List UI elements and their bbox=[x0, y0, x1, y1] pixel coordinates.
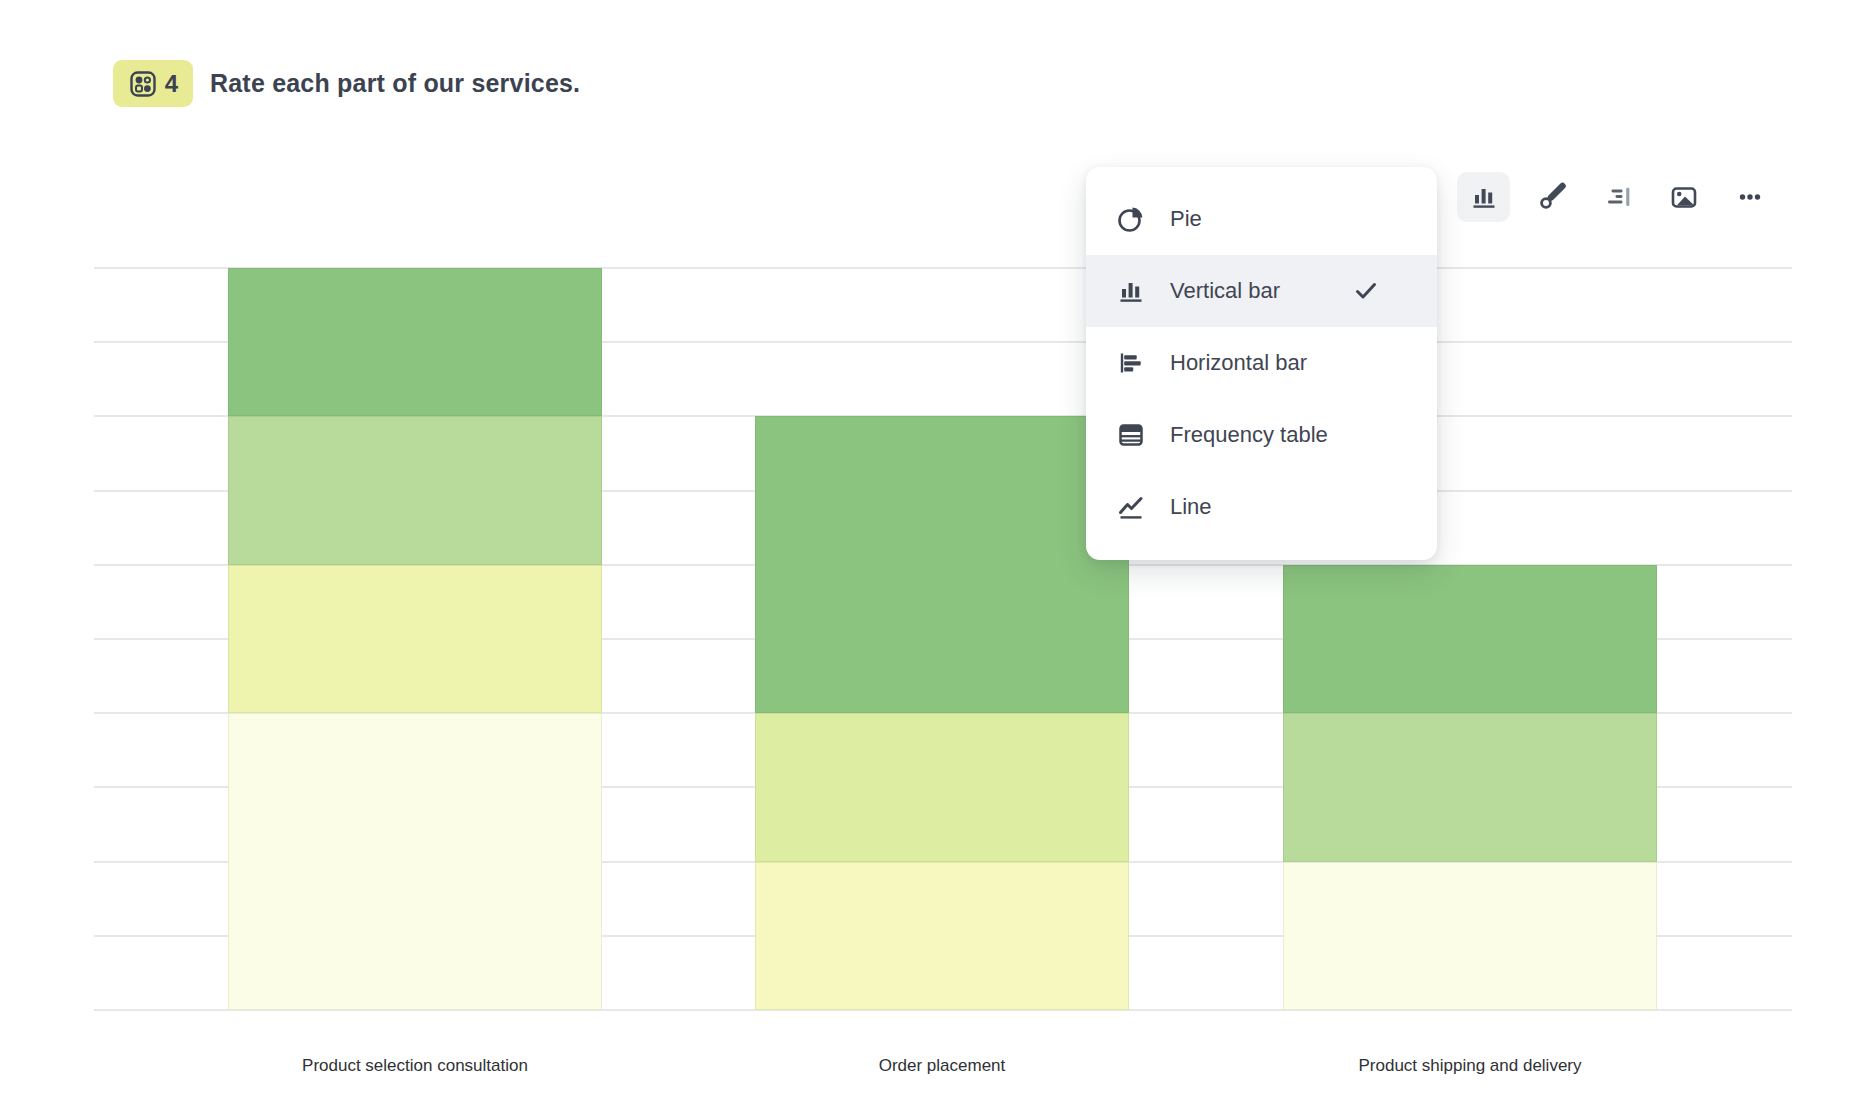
category-label: Product shipping and delivery bbox=[1220, 1056, 1720, 1076]
more-options-button[interactable] bbox=[1723, 172, 1776, 222]
style-brush-button[interactable] bbox=[1525, 172, 1578, 222]
bar-segment[interactable] bbox=[755, 862, 1129, 1010]
bar-3 bbox=[1283, 565, 1657, 1010]
vertical-bar-icon bbox=[1469, 182, 1499, 212]
bar-segment[interactable] bbox=[1283, 862, 1657, 1010]
bar-segment[interactable] bbox=[1283, 713, 1657, 861]
stacked-bar-chart bbox=[0, 0, 1872, 1120]
brush-icon bbox=[1536, 181, 1568, 213]
menu-item-vertical-bar[interactable]: Vertical bar bbox=[1086, 255, 1437, 327]
bar-segment[interactable] bbox=[755, 416, 1129, 713]
check-icon bbox=[1353, 278, 1379, 304]
image-icon bbox=[1668, 181, 1700, 213]
vertical-bar-icon bbox=[1114, 276, 1148, 306]
results-page: Product selection consultation Order pla… bbox=[0, 0, 1872, 1120]
bar-1 bbox=[228, 268, 602, 1010]
bar-2 bbox=[755, 416, 1129, 1010]
image-button[interactable] bbox=[1657, 172, 1710, 222]
menu-item-label: Vertical bar bbox=[1170, 278, 1280, 304]
frequency-table-icon bbox=[1114, 420, 1148, 450]
bar-segment[interactable] bbox=[228, 268, 602, 416]
horizontal-bar-icon bbox=[1114, 348, 1148, 378]
ellipsis-icon bbox=[1734, 181, 1766, 213]
menu-item-line[interactable]: Line bbox=[1086, 471, 1437, 543]
category-label: Order placement bbox=[692, 1056, 1192, 1076]
chart-type-button[interactable] bbox=[1457, 172, 1510, 222]
question-title: Rate each part of our services. bbox=[210, 60, 580, 107]
menu-item-label: Pie bbox=[1170, 206, 1202, 232]
line-chart-icon bbox=[1114, 492, 1148, 522]
question-type-badge: 4 bbox=[113, 60, 193, 107]
menu-item-frequency-table[interactable]: Frequency table bbox=[1086, 399, 1437, 471]
menu-item-label: Line bbox=[1170, 494, 1212, 520]
sort-results-button[interactable] bbox=[1591, 172, 1644, 222]
menu-item-pie[interactable]: Pie bbox=[1086, 183, 1437, 255]
sort-lines-icon bbox=[1602, 181, 1634, 213]
menu-item-label: Frequency table bbox=[1170, 422, 1328, 448]
chart-type-menu: Pie Vertical bar bbox=[1086, 167, 1437, 560]
menu-item-label: Horizontal bar bbox=[1170, 350, 1307, 376]
bar-segment[interactable] bbox=[228, 565, 602, 713]
matrix-question-icon bbox=[128, 69, 158, 99]
menu-item-horizontal-bar[interactable]: Horizontal bar bbox=[1086, 327, 1437, 399]
question-number: 4 bbox=[165, 70, 178, 98]
bar-segment[interactable] bbox=[755, 713, 1129, 861]
bar-segment[interactable] bbox=[228, 713, 602, 1010]
bar-segment[interactable] bbox=[1283, 565, 1657, 713]
category-label: Product selection consultation bbox=[165, 1056, 665, 1076]
bar-segment[interactable] bbox=[228, 416, 602, 564]
pie-chart-icon bbox=[1114, 203, 1148, 235]
